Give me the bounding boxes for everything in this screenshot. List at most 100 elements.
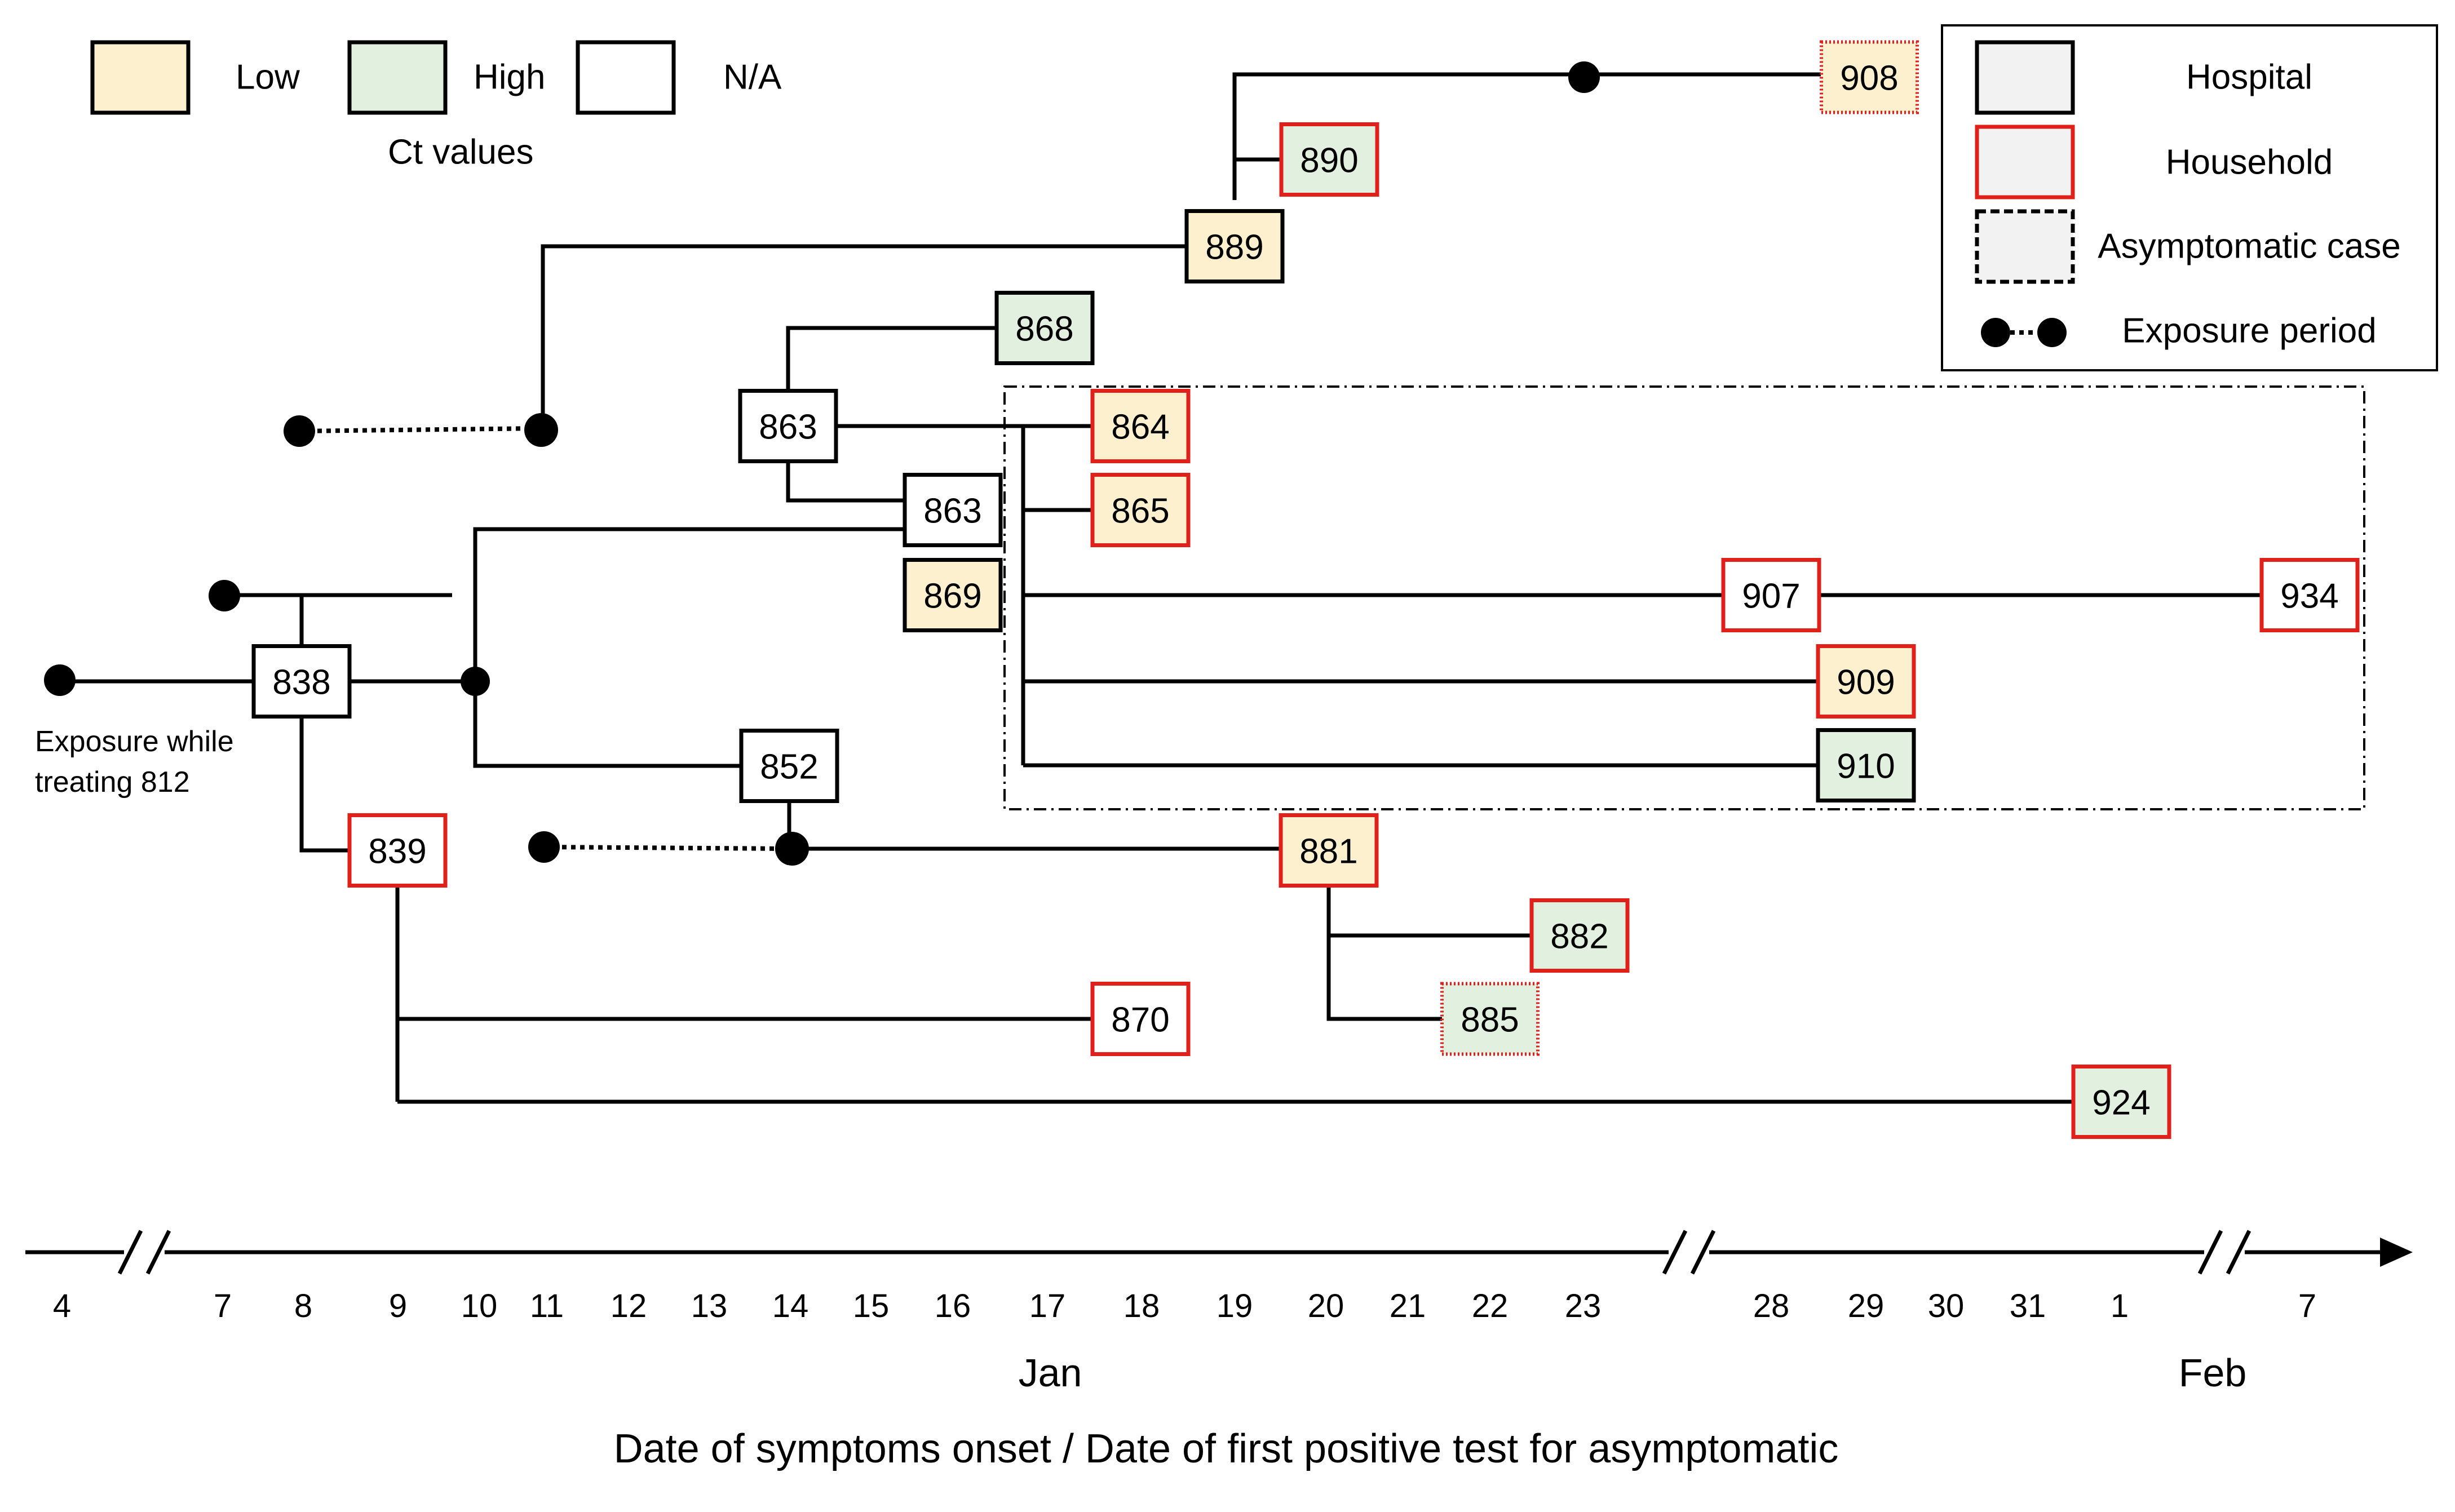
case-889: 889 [1184,209,1285,283]
case-910: 910 [1816,728,1916,802]
case-label: 908 [1840,59,1898,98]
axis-tick-label: 7 [2298,1288,2316,1324]
legend-household-swatch [1975,125,2075,199]
case-882: 882 [1529,898,1630,973]
case-box [1816,644,1916,719]
case-box [1279,122,1379,197]
case-885: 885 [1440,982,1540,1056]
case-label: 907 [1742,577,1800,616]
case-label: 881 [1299,832,1357,871]
legend-label-na: N/A [723,58,782,97]
case-908: 908 [1820,40,1919,114]
axis-tick-label: 12 [611,1288,647,1324]
exposure-annotation: Exposure while treating 812 [35,725,234,799]
exposure-dot [44,664,76,696]
case-label: 885 [1461,1001,1519,1040]
axis-tick-labels: 4 7 8 9 10 11 12 13 14 15 16 17 18 19 20 21 22 23 28 29 30 31… [53,1288,2316,1324]
exposure-dot [284,415,315,447]
axis-tick-label: 30 [1928,1288,1965,1324]
case-box [1721,558,1821,632]
case-box [347,813,448,888]
case-box [251,644,352,719]
case-boxes: 908 890 889 868 863 864 863 865 869 907 934 838 909 8… [251,40,2360,1139]
case-box [1184,209,1285,283]
case-box [903,473,1003,547]
axis-arrow [2380,1238,2413,1267]
case-934: 934 [2259,558,2360,632]
case-box [739,729,839,803]
case-890: 890 [1279,122,1379,197]
axis-tick-label: 13 [691,1288,728,1324]
case-box [1090,389,1191,463]
case-box [1820,40,1919,114]
legend-exposure-dot [1981,318,2010,347]
case-label: 889 [1205,228,1263,267]
case-box [1279,813,1379,888]
case-863: 863 [903,473,1003,547]
cluster-box [1003,385,2365,810]
legend-swatch-high [347,40,448,115]
case-label: 864 [1111,408,1169,447]
case-label: 865 [1111,492,1169,531]
case-881: 881 [1279,813,1379,888]
case-852: 852 [739,729,839,803]
case-label: 934 [2280,577,2338,616]
axis-tick-label: 20 [1308,1288,1344,1324]
case-868: 868 [994,291,1095,365]
exposure-dotted-lines [299,426,790,851]
legend-asymptomatic-swatch [1975,209,2075,284]
case-863: 863 [738,389,838,463]
connector-lines [60,72,2263,1104]
axis-tick-label: 23 [1565,1288,1602,1324]
case-909: 909 [1816,644,1916,719]
case-box [994,291,1095,365]
case-label: 909 [1837,663,1895,702]
case-label: 869 [923,577,981,616]
axis-tick-label: 7 [214,1288,232,1324]
axis-tick-label: 11 [530,1288,564,1324]
exposure-dot [528,831,560,863]
case-box [2071,1065,2171,1139]
axis-tick-label: 10 [461,1288,498,1324]
axis-tick-label: 28 [1753,1288,1790,1324]
exposure-dot [209,580,240,611]
case-label: 863 [759,408,817,447]
case-869: 869 [903,558,1003,632]
axis-tick-label: 15 [853,1288,890,1324]
ct-legend-caption: Ct values [388,133,533,172]
legend-swatch-low [90,40,191,115]
axis-tick-label: 29 [1848,1288,1885,1324]
case-box [2259,558,2360,632]
case-label: 863 [923,492,981,531]
axis-tick-label: 14 [772,1288,809,1324]
case-label: 868 [1015,310,1073,349]
case-label: 839 [368,832,426,871]
month-label-jan: Jan [1019,1351,1082,1395]
annotation-line-1: Exposure while [35,725,234,758]
axis-tick-label: 31 [2010,1288,2046,1324]
legend-label-high: High [474,58,546,97]
axis-tick-label: 21 [1390,1288,1426,1324]
case-label: 838 [272,663,330,702]
case-box [1090,982,1191,1056]
case-870: 870 [1090,982,1191,1056]
case-label: 870 [1111,1001,1169,1040]
axis-tick-label: 22 [1472,1288,1509,1324]
legend-exposure-dot [2037,318,2067,347]
case-label: 882 [1550,917,1608,956]
axis-tick-label: 1 [2111,1288,2129,1324]
exposure-dots [44,61,1600,866]
axis-tick-label: 8 [294,1288,312,1324]
legend-exposure-label: Exposure period [2122,312,2377,351]
axis-tick-label: 18 [1123,1288,1160,1324]
case-907: 907 [1721,558,1821,632]
case-label: 890 [1300,141,1358,180]
exposure-dot [775,832,809,866]
case-box [1816,728,1916,802]
axis-tick-label: 16 [935,1288,971,1324]
case-label: 924 [2092,1084,2150,1123]
legend-hospital-swatch [1975,40,2075,115]
annotation-line-2: treating 812 [35,766,190,799]
case-865: 865 [1090,473,1191,547]
